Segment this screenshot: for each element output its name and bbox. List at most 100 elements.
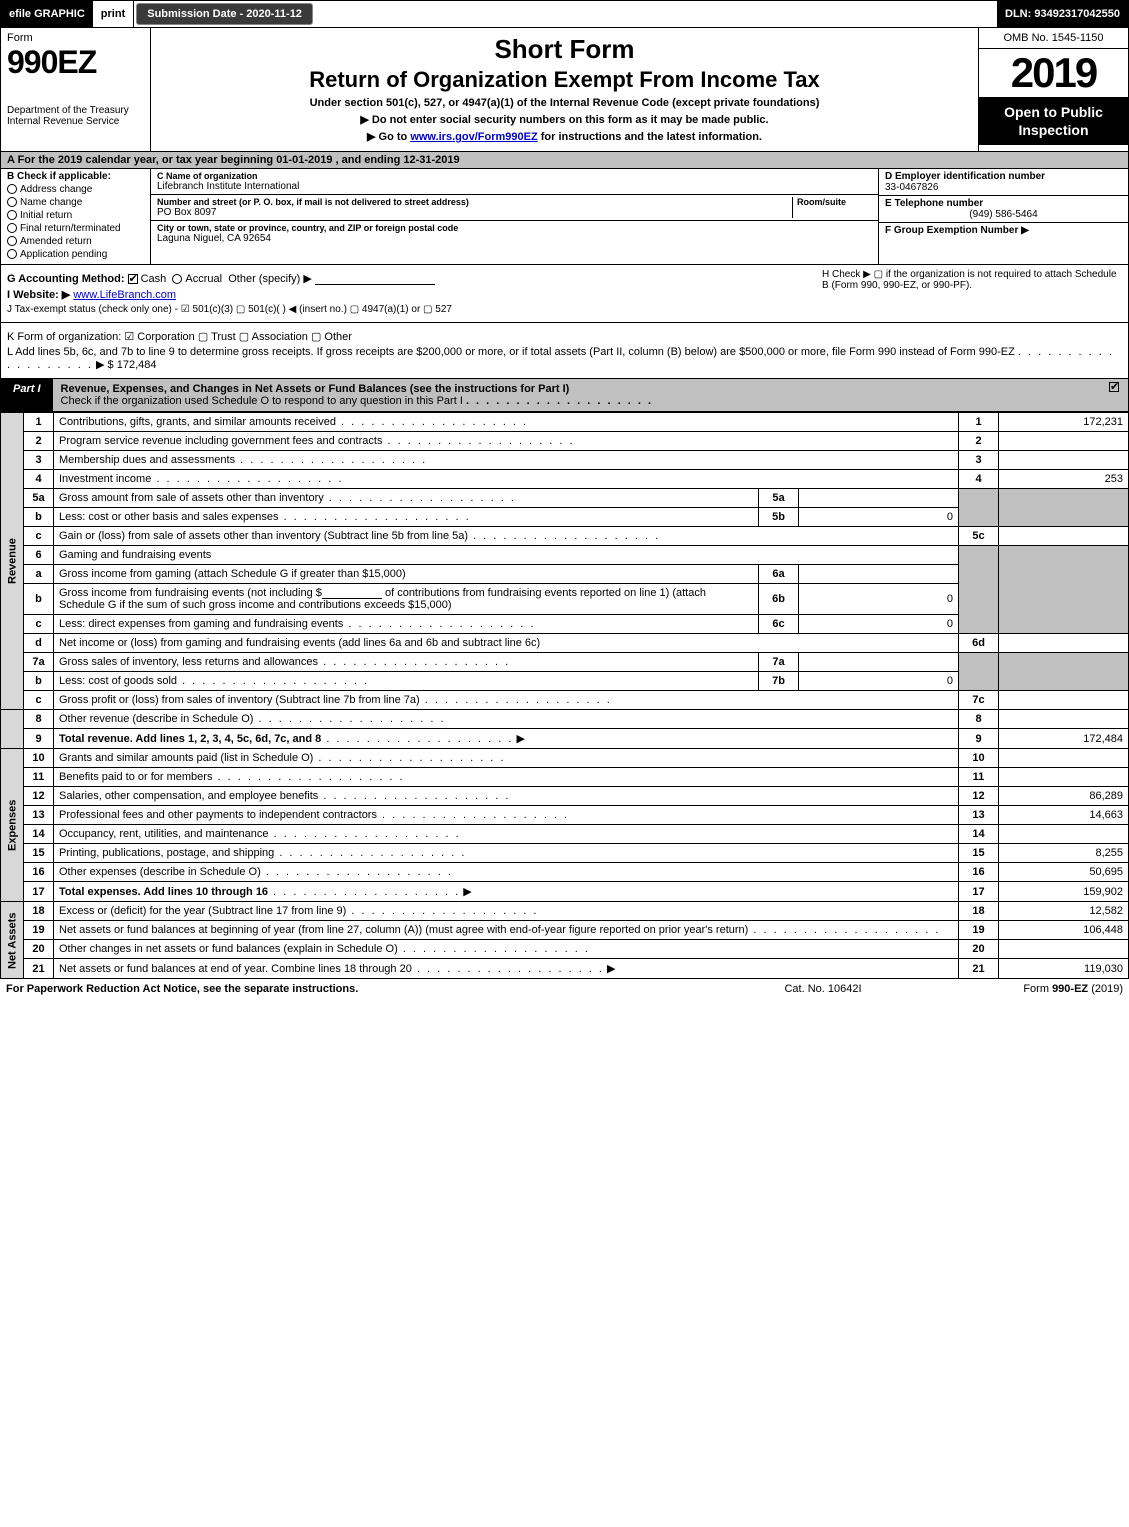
irs-link[interactable]: www.irs.gov/Form990EZ: [410, 131, 537, 143]
block-kl: K Form of organization: ☑ Corporation ▢ …: [0, 323, 1129, 379]
dln-label: DLN: 93492317042550: [997, 1, 1128, 27]
line-2-desc: Program service revenue including govern…: [59, 435, 382, 447]
part-i-header: Part I Revenue, Expenses, and Changes in…: [0, 379, 1129, 412]
chk-accrual[interactable]: [172, 274, 182, 284]
chk-final-return[interactable]: Final return/terminated: [7, 223, 144, 234]
line-16-value: 50,695: [999, 863, 1129, 882]
box-b: B Check if applicable: Address change Na…: [1, 169, 151, 264]
goto-prefix: ▶ Go to: [367, 131, 410, 143]
line-6c-value: 0: [799, 615, 959, 634]
city-label: City or town, state or province, country…: [157, 223, 872, 233]
form-label: Form: [7, 32, 144, 44]
line-h: H Check ▶ ▢ if the organization is not r…: [822, 269, 1122, 318]
line-17-value: 159,902: [999, 882, 1129, 902]
part-i-checkbox[interactable]: [1103, 379, 1128, 411]
line-3-desc: Membership dues and assessments: [59, 454, 235, 466]
line-g: G Accounting Method: Cash Accrual Other …: [7, 272, 822, 285]
line-13-value: 14,663: [999, 806, 1129, 825]
line-i: I Website: ▶ www.LifeBranch.com: [7, 288, 822, 301]
part-i-tab: Part I: [1, 379, 53, 411]
line-7c-desc: Gross profit or (loss) from sales of inv…: [59, 694, 420, 706]
line-7b-value: 0: [799, 672, 959, 691]
form-number: 990EZ: [7, 44, 144, 81]
org-name-label: C Name of organization: [157, 171, 872, 181]
line-18-desc: Excess or (deficit) for the year (Subtra…: [59, 905, 346, 917]
part-i-table: Revenue 1 Contributions, gifts, grants, …: [0, 412, 1129, 979]
line-17-desc: Total expenses. Add lines 10 through 16: [59, 886, 268, 898]
part-i-check-text: Check if the organization used Schedule …: [61, 395, 463, 407]
box-def: D Employer identification number 33-0467…: [878, 169, 1128, 264]
header-right: OMB No. 1545-1150 2019 Open to Public In…: [978, 28, 1128, 151]
efile-label: efile GRAPHIC: [1, 1, 93, 27]
block-ghijkl: G Accounting Method: Cash Accrual Other …: [0, 265, 1129, 323]
irs-label: Internal Revenue Service: [7, 116, 144, 127]
netassets-side-label: Net Assets: [1, 902, 24, 979]
line-9-desc: Total revenue. Add lines 1, 2, 3, 4, 5c,…: [59, 733, 321, 745]
line-6b-desc: Gross income from fundraising events (no…: [54, 584, 759, 615]
ein-value: 33-0467826: [885, 182, 1122, 193]
chk-name-change[interactable]: Name change: [7, 197, 144, 208]
line-19-desc: Net assets or fund balances at beginning…: [59, 924, 748, 936]
addr-label: Number and street (or P. O. box, if mail…: [157, 197, 792, 207]
line-4-value: 253: [999, 470, 1129, 489]
omb-number: OMB No. 1545-1150: [979, 28, 1128, 49]
top-bar: efile GRAPHIC print Submission Date - 20…: [0, 0, 1129, 28]
box-b-label: B Check if applicable:: [7, 171, 144, 182]
page-footer: For Paperwork Reduction Act Notice, see …: [0, 979, 1129, 999]
line-13-desc: Professional fees and other payments to …: [59, 809, 377, 821]
line-11-desc: Benefits paid to or for members: [59, 771, 212, 783]
line-l: L Add lines 5b, 6c, and 7b to line 9 to …: [7, 346, 1122, 371]
line-g-label: G Accounting Method:: [7, 273, 125, 285]
website-label: I Website: ▶: [7, 289, 70, 301]
line-6a-desc: Gross income from gaming (attach Schedul…: [59, 568, 406, 580]
group-exemption-label: F Group Exemption Number ▶: [885, 225, 1122, 236]
phone-label: E Telephone number: [885, 198, 1122, 209]
org-address: PO Box 8097: [157, 207, 792, 218]
website-link[interactable]: www.LifeBranch.com: [73, 289, 176, 301]
footer-left: For Paperwork Reduction Act Notice, see …: [6, 983, 723, 995]
line-j: J Tax-exempt status (check only one) - ☑…: [7, 304, 822, 315]
line-6-desc: Gaming and fundraising events: [54, 546, 959, 565]
line-15-desc: Printing, publications, postage, and shi…: [59, 847, 274, 859]
line-12-value: 86,289: [999, 787, 1129, 806]
line-8-desc: Other revenue (describe in Schedule O): [59, 713, 253, 725]
line-18-value: 12,582: [999, 902, 1129, 921]
gross-receipts: 172,484: [117, 359, 157, 371]
line-a: A For the 2019 calendar year, or tax yea…: [0, 152, 1129, 169]
line-15-value: 8,255: [999, 844, 1129, 863]
form-header: Form 990EZ Department of the Treasury In…: [0, 28, 1129, 152]
no-ssn-note: ▶ Do not enter social security numbers o…: [159, 113, 970, 126]
phone-value: (949) 586-5464: [885, 209, 1122, 220]
block-bcdef: B Check if applicable: Address change Na…: [0, 169, 1129, 265]
line-5c-desc: Gain or (loss) from sale of assets other…: [59, 530, 468, 542]
line-k: K Form of organization: ☑ Corporation ▢ …: [7, 330, 1122, 343]
line-5b-desc: Less: cost or other basis and sales expe…: [59, 511, 279, 523]
line-7b-desc: Less: cost of goods sold: [59, 675, 177, 687]
main-title: Return of Organization Exempt From Incom…: [159, 67, 970, 93]
ein-label: D Employer identification number: [885, 171, 1122, 182]
topbar-spacer: [315, 1, 997, 27]
line-5b-value: 0: [799, 508, 959, 527]
line-9-value: 172,484: [999, 729, 1129, 749]
line-6b-value: 0: [799, 584, 959, 615]
line-21-desc: Net assets or fund balances at end of ye…: [59, 963, 412, 975]
line-21-value: 119,030: [999, 959, 1129, 979]
line-1-value: 172,231: [999, 413, 1129, 432]
goto-suffix: for instructions and the latest informat…: [538, 131, 762, 143]
line-1-desc: Contributions, gifts, grants, and simila…: [59, 416, 336, 428]
line-1-num: 1: [24, 413, 54, 432]
chk-application-pending[interactable]: Application pending: [7, 249, 144, 260]
line-19-value: 106,448: [999, 921, 1129, 940]
chk-initial-return[interactable]: Initial return: [7, 210, 144, 221]
chk-cash[interactable]: [128, 274, 138, 284]
chk-amended-return[interactable]: Amended return: [7, 236, 144, 247]
line-10-desc: Grants and similar amounts paid (list in…: [59, 752, 313, 764]
line-6d-desc: Net income or (loss) from gaming and fun…: [59, 637, 540, 649]
chk-address-change[interactable]: Address change: [7, 184, 144, 195]
box-c: C Name of organization Lifebranch Instit…: [151, 169, 878, 264]
room-label: Room/suite: [797, 197, 872, 207]
header-left: Form 990EZ Department of the Treasury In…: [1, 28, 151, 151]
expenses-side-label: Expenses: [1, 749, 24, 902]
footer-right: Form 990-EZ (2019): [923, 983, 1123, 995]
print-button[interactable]: print: [93, 1, 134, 27]
